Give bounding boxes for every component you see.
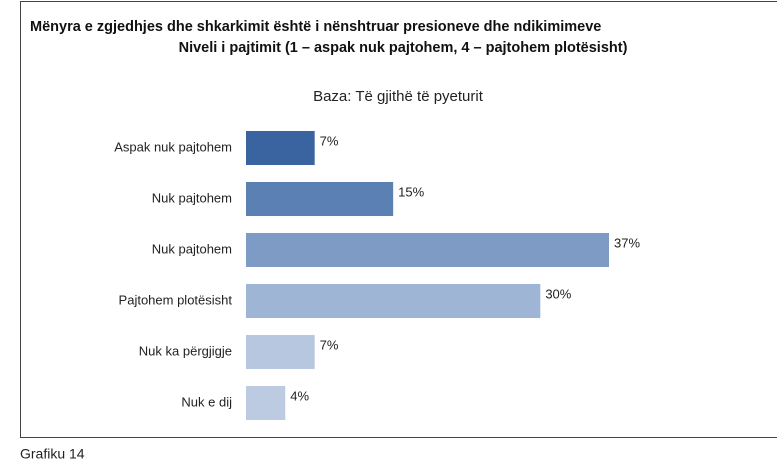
chart-title: Niveli i pajtimit (1 – aspak nuk pajtohe… bbox=[179, 40, 628, 56]
bar bbox=[246, 386, 286, 420]
category-label: Aspak nuk pajtohem bbox=[114, 139, 232, 154]
value-label: 37% bbox=[614, 235, 640, 250]
bar bbox=[246, 131, 315, 165]
caption: Grafiku 14 bbox=[20, 446, 85, 462]
category-label: Nuk pajtohem bbox=[152, 241, 232, 256]
value-label: 7% bbox=[320, 337, 339, 352]
chart-frame bbox=[20, 1, 777, 438]
bar bbox=[246, 233, 609, 267]
value-label: 7% bbox=[320, 133, 339, 148]
bar bbox=[246, 284, 541, 318]
chart-subtitle: Baza: Të gjithë të pyeturit bbox=[313, 88, 484, 105]
category-label: Nuk e dij bbox=[181, 394, 232, 409]
value-label: 15% bbox=[398, 184, 424, 199]
category-label: Nuk ka përgjigje bbox=[139, 343, 232, 358]
value-label: 4% bbox=[290, 388, 309, 403]
value-label: 30% bbox=[545, 286, 571, 301]
bar bbox=[246, 182, 394, 216]
category-label: Pajtohem plotësisht bbox=[119, 292, 233, 307]
chart-title: Mënyra e zgjedhjes dhe shkarkimit është … bbox=[30, 19, 601, 35]
bar bbox=[246, 335, 315, 369]
category-label: Nuk pajtohem bbox=[152, 190, 232, 205]
